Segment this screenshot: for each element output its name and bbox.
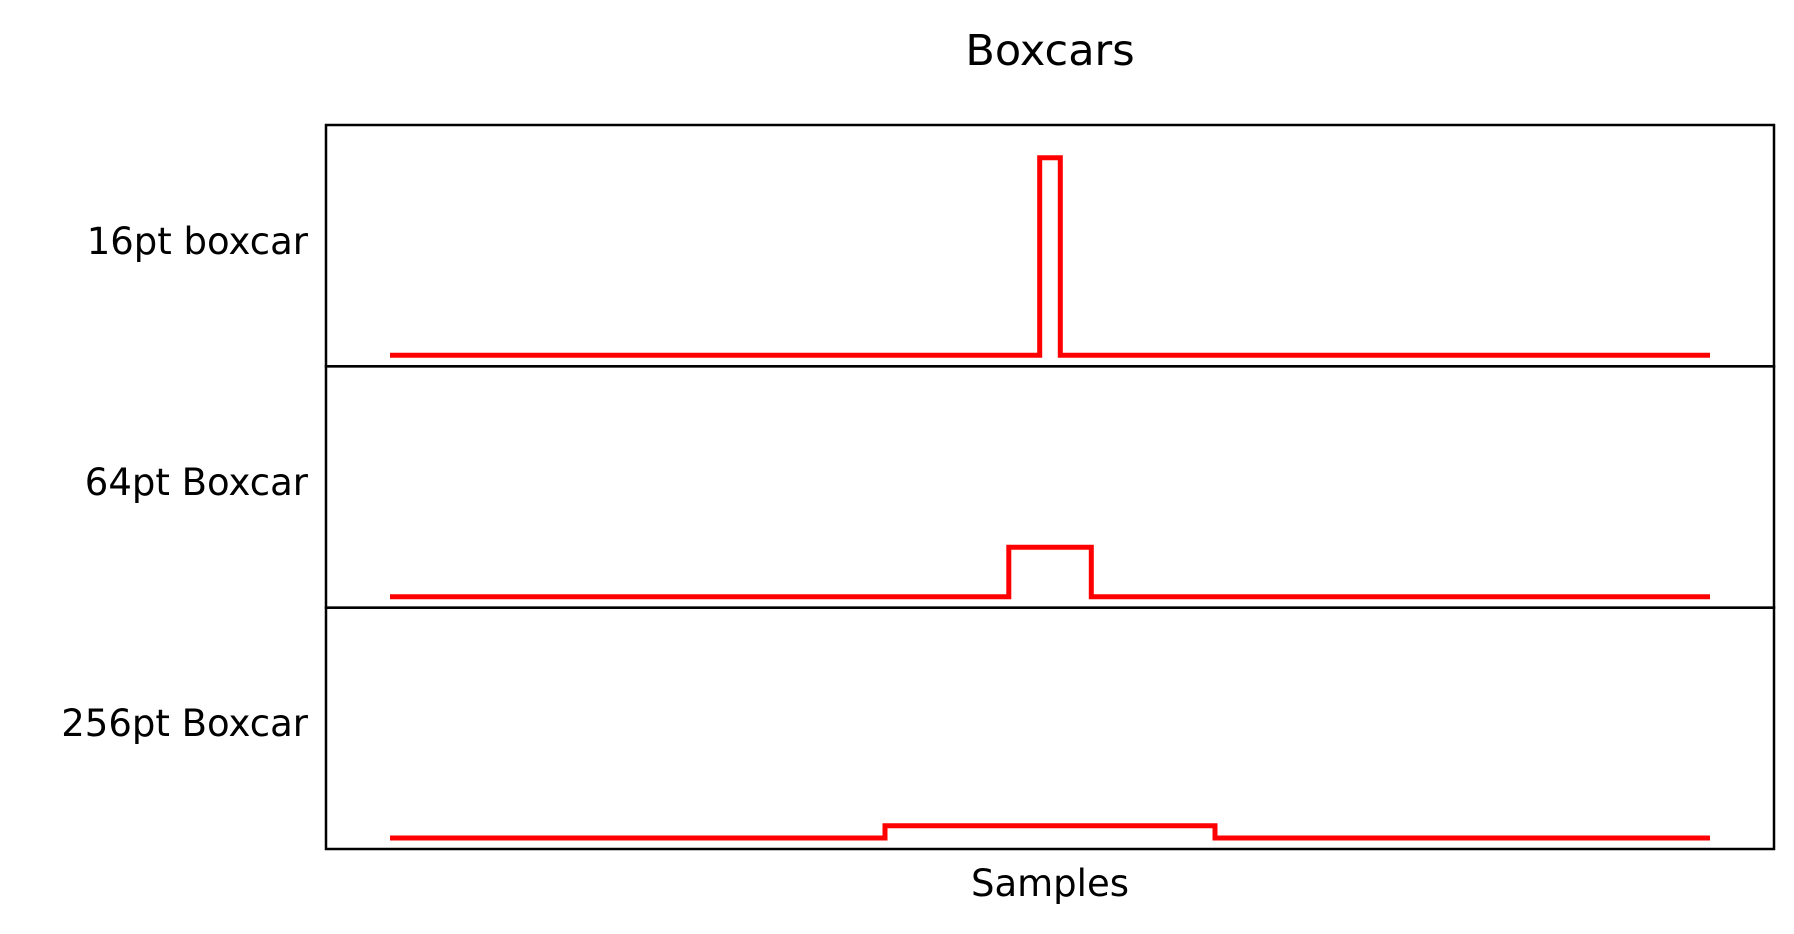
panel-1-frame [324, 123, 1776, 368]
panel-1-ylabel: 16pt boxcar [86, 220, 308, 263]
chart-title: Boxcars [965, 26, 1135, 76]
panel-3-ylabel: 256pt Boxcar [61, 702, 308, 745]
panel-3-frame [324, 606, 1776, 851]
panel-2-ylabel: 64pt Boxcar [84, 461, 308, 504]
panel-3-boxcar-line [390, 823, 1710, 841]
panel-2-boxcar-line [390, 544, 1710, 600]
panel-1-boxcar-line [390, 155, 1710, 358]
x-axis-label: Samples [970, 862, 1129, 905]
panel-2-frame [324, 365, 1776, 609]
